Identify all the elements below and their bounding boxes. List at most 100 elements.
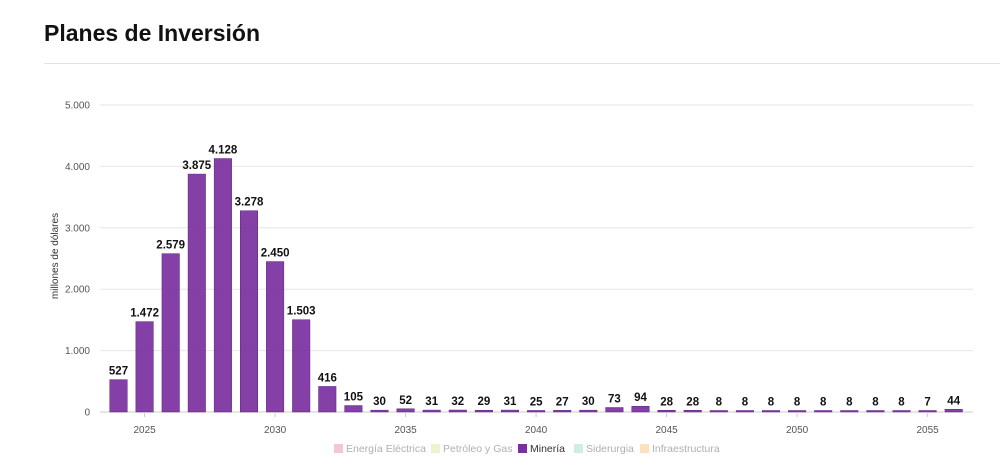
legend-label: Infraestructura — [652, 443, 720, 455]
legend-item[interactable]: Infraestructura — [640, 443, 720, 455]
legend-item[interactable]: Siderurgia — [574, 443, 634, 455]
bar[interactable] — [840, 410, 859, 413]
x-tick-label: 2025 — [133, 425, 156, 436]
legend-swatch — [334, 444, 343, 453]
data-label: 8 — [846, 397, 853, 409]
data-label: 30 — [582, 396, 595, 408]
x-tick-label: 2050 — [786, 425, 809, 436]
y-tick-label: 2.000 — [65, 285, 90, 296]
x-axis-ticks: 2025 2030 2035 2040 2045 2050 2055 — [133, 412, 939, 436]
data-label: 31 — [504, 396, 517, 408]
data-label: 73 — [608, 394, 621, 406]
y-axis-ticks: 0 1.000 2.000 3.000 4.000 5.000 — [65, 101, 90, 419]
x-tick-label: 2055 — [916, 425, 939, 436]
bars — [109, 158, 963, 413]
data-label: 31 — [425, 396, 438, 408]
data-label: 52 — [399, 395, 412, 407]
data-label: 2.579 — [156, 240, 185, 252]
legend: Energía Eléctrica Petróleo y Gas Minería Si… — [334, 443, 720, 455]
bar[interactable] — [683, 410, 702, 413]
bar[interactable] — [553, 410, 572, 413]
data-label: 8 — [898, 397, 905, 409]
y-tick-label: 5.000 — [65, 101, 90, 112]
data-label: 7 — [924, 397, 930, 409]
legend-label: Siderurgia — [586, 443, 634, 455]
data-label: 44 — [947, 395, 960, 407]
data-label: 527 — [109, 366, 128, 378]
data-label: 3.875 — [182, 160, 211, 172]
legend-swatch — [518, 444, 527, 453]
data-label: 8 — [820, 397, 827, 409]
bar[interactable] — [762, 410, 780, 413]
bar[interactable] — [344, 405, 363, 413]
legend-label: Minería — [530, 443, 565, 455]
x-tick-label: 2045 — [655, 425, 678, 436]
legend-label: Energía Eléctrica — [346, 443, 426, 455]
bar[interactable] — [527, 410, 546, 413]
data-label: 32 — [451, 396, 464, 408]
y-tick-label: 1.000 — [65, 346, 90, 357]
legend-item[interactable]: Minería — [518, 443, 565, 455]
bar[interactable] — [161, 253, 180, 413]
bar[interactable] — [370, 409, 389, 413]
data-label: 8 — [794, 397, 801, 409]
data-labels: 5271.4722.5793.8754.1283.2782.4501.50341… — [109, 145, 961, 409]
bar[interactable] — [657, 410, 676, 413]
bar[interactable] — [187, 173, 206, 413]
y-axis-title: millones de dólares — [50, 213, 61, 299]
y-tick-label: 4.000 — [65, 162, 90, 173]
bar[interactable] — [631, 405, 650, 413]
bar[interactable] — [735, 410, 754, 413]
bar[interactable] — [266, 261, 285, 413]
data-label: 2.450 — [261, 248, 290, 260]
bar[interactable] — [396, 408, 415, 413]
data-label: 30 — [373, 396, 386, 408]
x-tick-label: 2030 — [264, 425, 287, 436]
data-label: 3.278 — [235, 197, 264, 209]
legend-swatch — [431, 444, 440, 453]
data-label: 8 — [872, 397, 879, 409]
legend-label: Petróleo y Gas — [443, 443, 512, 455]
data-label: 8 — [742, 397, 749, 409]
bar[interactable] — [709, 410, 728, 413]
legend-item[interactable]: Petróleo y Gas — [431, 443, 512, 455]
data-label: 8 — [768, 397, 775, 409]
title-divider — [44, 63, 1000, 64]
x-tick-label: 2035 — [394, 425, 417, 436]
bar[interactable] — [814, 410, 833, 413]
bar[interactable] — [422, 409, 441, 413]
bar[interactable] — [605, 407, 624, 413]
bar[interactable] — [318, 386, 337, 413]
bar[interactable] — [474, 409, 493, 413]
data-label: 28 — [686, 396, 699, 408]
data-label: 1.472 — [130, 308, 159, 320]
legend-swatch — [574, 444, 583, 453]
bar[interactable] — [918, 410, 937, 413]
y-tick-label: 3.000 — [65, 223, 90, 234]
data-label: 105 — [344, 392, 364, 404]
bar[interactable] — [213, 158, 232, 413]
bar[interactable] — [109, 379, 128, 413]
bar[interactable] — [944, 409, 963, 413]
page-title: Planes de Inversión — [44, 20, 261, 46]
bar[interactable] — [866, 410, 885, 413]
bar[interactable] — [892, 410, 911, 413]
data-label: 416 — [318, 372, 337, 384]
x-tick-label: 2040 — [525, 425, 548, 436]
data-label: 1.503 — [287, 306, 316, 318]
bar[interactable] — [135, 321, 154, 413]
bar[interactable] — [240, 210, 258, 413]
data-label: 94 — [634, 392, 647, 404]
data-label: 27 — [556, 396, 569, 408]
bar[interactable] — [501, 409, 519, 413]
data-label: 4.128 — [209, 145, 238, 157]
bar[interactable] — [448, 409, 467, 413]
bar[interactable] — [788, 410, 807, 413]
data-label: 28 — [660, 396, 673, 408]
data-label: 8 — [716, 397, 723, 409]
bar[interactable] — [579, 409, 598, 413]
legend-item[interactable]: Energía Eléctrica — [334, 443, 426, 455]
bar[interactable] — [292, 319, 311, 413]
legend-swatch — [640, 444, 649, 453]
